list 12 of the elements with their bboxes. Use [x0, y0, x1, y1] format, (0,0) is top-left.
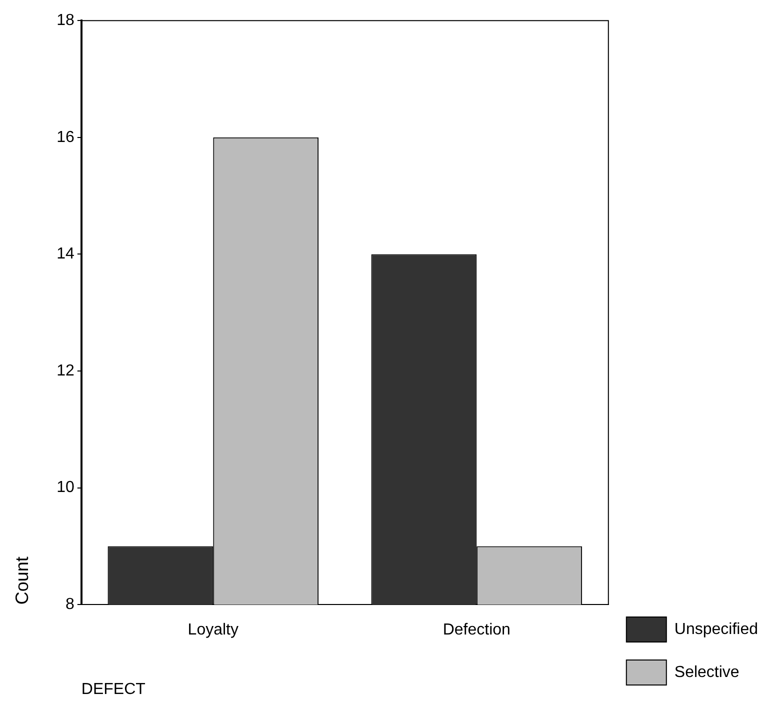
y-tick-label: 8 — [65, 596, 74, 614]
y-tick-label: 10 — [56, 479, 74, 496]
y-tick-label: 16 — [56, 128, 74, 146]
x-tick-label: Loyalty — [188, 622, 238, 639]
legend-label: Unspecified — [674, 620, 758, 638]
y-tick-label: 14 — [56, 246, 74, 263]
x-axis-title: DEFECT — [81, 680, 146, 698]
y-tick-label: 18 — [56, 12, 74, 30]
x-tick-label: Defection — [442, 622, 510, 639]
legend-label: Selective — [674, 664, 740, 681]
y-tick-label: 12 — [56, 362, 74, 380]
y-axis-title: Count — [12, 556, 32, 605]
